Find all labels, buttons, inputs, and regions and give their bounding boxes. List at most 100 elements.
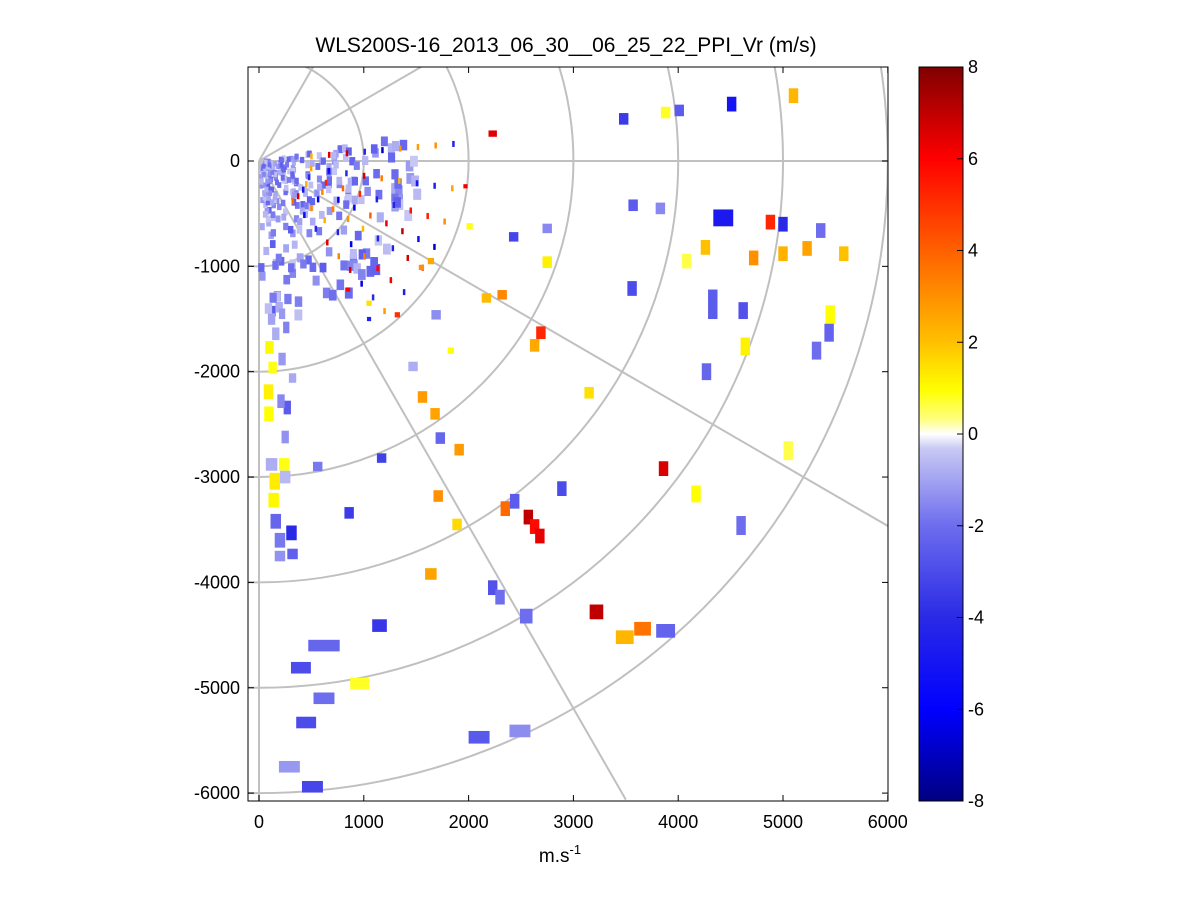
ray-dash xyxy=(337,253,340,260)
ray-dash xyxy=(409,207,412,214)
cluster-cell xyxy=(354,230,362,241)
velocity-cell xyxy=(283,321,290,334)
velocity-cell xyxy=(529,339,540,352)
cluster-cell xyxy=(320,181,326,189)
velocity-cell xyxy=(417,391,428,403)
cluster-cell xyxy=(280,199,286,207)
velocity-cell xyxy=(278,760,300,773)
cluster-cell xyxy=(340,225,348,235)
cluster-cell xyxy=(269,292,277,303)
velocity-cell xyxy=(264,303,273,314)
velocity-cell xyxy=(508,232,519,242)
velocity-cell xyxy=(816,223,826,238)
cluster-cell xyxy=(277,160,282,166)
azimuth-spoke xyxy=(258,67,423,162)
cluster-cell xyxy=(283,222,289,231)
cluster-cell xyxy=(289,155,294,162)
velocity-cell xyxy=(708,289,718,320)
cluster-cell xyxy=(274,179,279,186)
velocity-cell xyxy=(778,246,788,262)
velocity-cell xyxy=(495,589,505,605)
velocity-cell xyxy=(425,568,437,580)
cluster-cell xyxy=(328,289,337,301)
ray-dash xyxy=(381,147,384,154)
cluster-cell xyxy=(277,182,282,188)
cluster-cell xyxy=(291,167,296,174)
velocity-cell xyxy=(468,730,490,744)
cluster-cell xyxy=(281,177,286,184)
cluster-cell xyxy=(299,207,305,215)
ray-dash xyxy=(385,220,388,227)
ray-dash xyxy=(291,198,295,205)
cluster-cell xyxy=(337,145,344,154)
cluster-cell xyxy=(269,161,274,167)
cluster-cell xyxy=(264,190,269,197)
x-axis-label-superscript: -1 xyxy=(570,842,582,857)
cluster-cell xyxy=(266,219,272,227)
velocity-cell xyxy=(748,250,759,266)
velocity-cell xyxy=(738,302,748,320)
velocity-cell xyxy=(277,394,285,409)
cluster-cell xyxy=(345,147,352,156)
cluster-cell xyxy=(294,153,299,160)
cluster-cell xyxy=(272,194,278,201)
cluster-cell xyxy=(370,144,378,154)
x-axis: 0 1000 2000 3000 4000 5000 6000 xyxy=(254,67,908,832)
ray-dash xyxy=(443,218,446,225)
colorbar-tick-label: 6 xyxy=(968,149,978,169)
x-tick-label: 3000 xyxy=(553,812,593,832)
cluster-cell xyxy=(263,201,268,208)
cluster-cell xyxy=(291,176,296,183)
velocity-cell xyxy=(433,490,443,502)
cluster-cell xyxy=(267,162,272,168)
velocity-cell xyxy=(523,509,534,525)
cluster-cell xyxy=(380,136,388,147)
cluster-cell xyxy=(391,169,399,180)
cluster-cell xyxy=(272,261,279,270)
cluster-cell xyxy=(289,268,297,278)
cluster-cell xyxy=(319,210,325,219)
cluster-cell xyxy=(259,183,264,189)
velocity-cell xyxy=(658,461,669,476)
cluster-cell xyxy=(405,160,414,172)
velocity-cell xyxy=(509,724,531,738)
cluster-cell xyxy=(349,248,357,259)
cluster-cell xyxy=(413,188,422,200)
cluster-cell xyxy=(358,249,366,260)
cluster-cell xyxy=(265,215,271,223)
cluster-cell xyxy=(325,247,333,257)
velocity-cell xyxy=(265,341,274,354)
ray-dash xyxy=(314,225,318,232)
velocity-cell xyxy=(308,639,340,652)
cluster-cell xyxy=(330,151,337,160)
velocity-cell xyxy=(272,327,280,341)
cluster-cell xyxy=(275,301,283,313)
cluster-cell xyxy=(275,253,282,263)
velocity-cell xyxy=(529,519,540,534)
x-tick-label: 4000 xyxy=(658,812,698,832)
cluster-cell xyxy=(260,197,265,204)
cluster-cell xyxy=(345,189,352,198)
cluster-cell xyxy=(357,269,366,280)
cluster-cell xyxy=(259,271,266,281)
velocity-cell xyxy=(628,199,638,212)
ray-dash xyxy=(326,239,329,246)
cluster-cell xyxy=(283,244,290,253)
velocity-cell xyxy=(287,548,298,560)
ray-dash xyxy=(361,225,365,232)
velocity-cell xyxy=(345,287,351,292)
cluster-cell xyxy=(347,177,354,186)
cluster-cell xyxy=(261,182,266,188)
cluster-cell xyxy=(296,225,303,234)
velocity-cell xyxy=(500,501,510,517)
cluster-cell xyxy=(277,169,282,176)
cluster-cell xyxy=(307,150,312,158)
cluster-cell xyxy=(326,206,333,215)
cluster-cell xyxy=(342,153,349,162)
velocity-cell xyxy=(783,441,793,461)
cluster-cell xyxy=(297,218,303,226)
velocity-cell xyxy=(283,400,291,415)
y-axis: 0 -1000 -2000 -3000 -4000 -5000 -6000 xyxy=(194,151,888,803)
ray-dash xyxy=(345,170,348,177)
velocity-cell xyxy=(509,493,520,509)
